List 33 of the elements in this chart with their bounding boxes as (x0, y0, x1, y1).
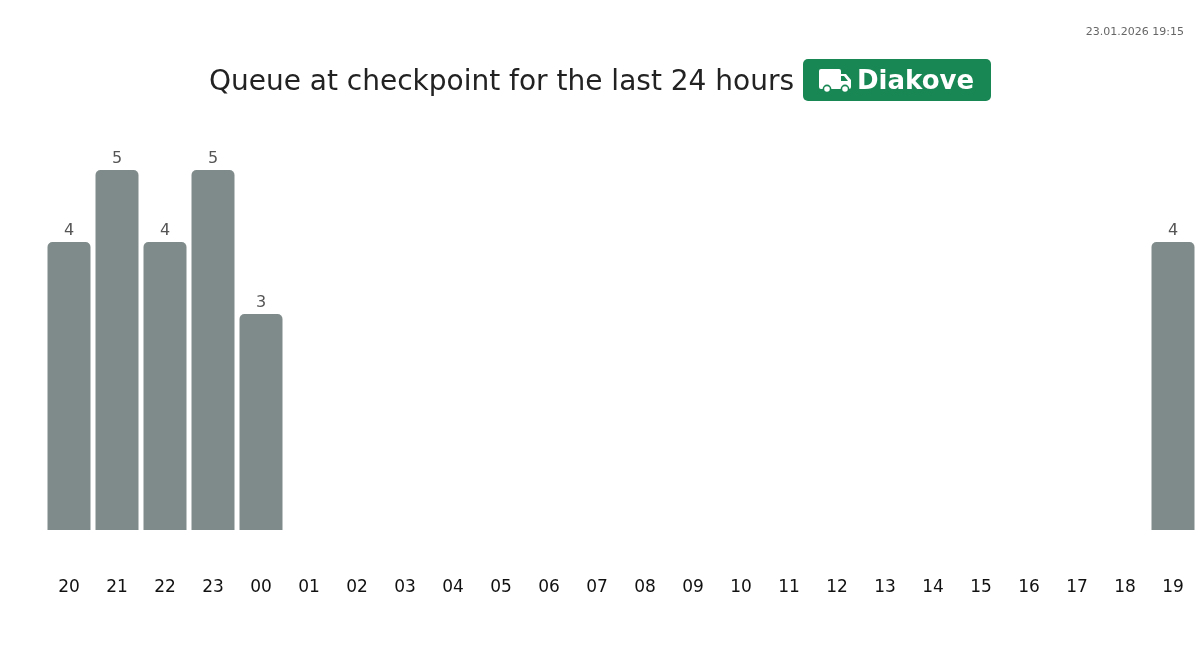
text: 23.01.2026 19:15 (1085, 25, 1184, 39)
x-tick-label: 16 (1018, 576, 1040, 596)
chart-title: Queue at checkpoint for the last 24 hours (208, 63, 795, 97)
data-label: 5 (207, 148, 219, 167)
x-tick-label: 04 (442, 576, 464, 596)
x-tick-label: 10 (730, 576, 752, 596)
x-tick-label: 18 (1114, 576, 1136, 596)
x-tick-label: 14 (922, 576, 944, 596)
x-tick-label: 22 (154, 576, 176, 596)
x-tick-label: 15 (970, 576, 992, 596)
x-tick-label: 13 (874, 576, 896, 596)
x-tick-label: 05 (490, 576, 512, 596)
x-tick-label: 03 (394, 576, 416, 596)
x-tick-label: 19 (1162, 576, 1184, 596)
chart-subtitle: Diakove (857, 65, 975, 95)
x-tick-label: 06 (538, 576, 560, 596)
x-tick-label: 08 (634, 576, 656, 596)
x-tick-label: 02 (346, 576, 368, 596)
data-label: 4 (1167, 220, 1179, 239)
x-tick-label: 00 (250, 576, 272, 596)
x-tick-label: 20 (58, 576, 80, 596)
data-label: 3 (255, 292, 267, 311)
data-label: 4 (63, 220, 75, 239)
x-tick-label: 01 (298, 576, 320, 596)
data-label: 4 (159, 220, 171, 239)
x-tick-label: 17 (1066, 576, 1088, 596)
x-tick-label: 07 (586, 576, 608, 596)
x-tick-label: 09 (682, 576, 704, 596)
x-tick-label: 11 (778, 576, 800, 596)
data-label: 5 (111, 148, 123, 167)
x-tick-label: 12 (826, 576, 848, 596)
x-tick-label: 23 (202, 576, 224, 596)
x-tick-label: 21 (106, 576, 128, 596)
